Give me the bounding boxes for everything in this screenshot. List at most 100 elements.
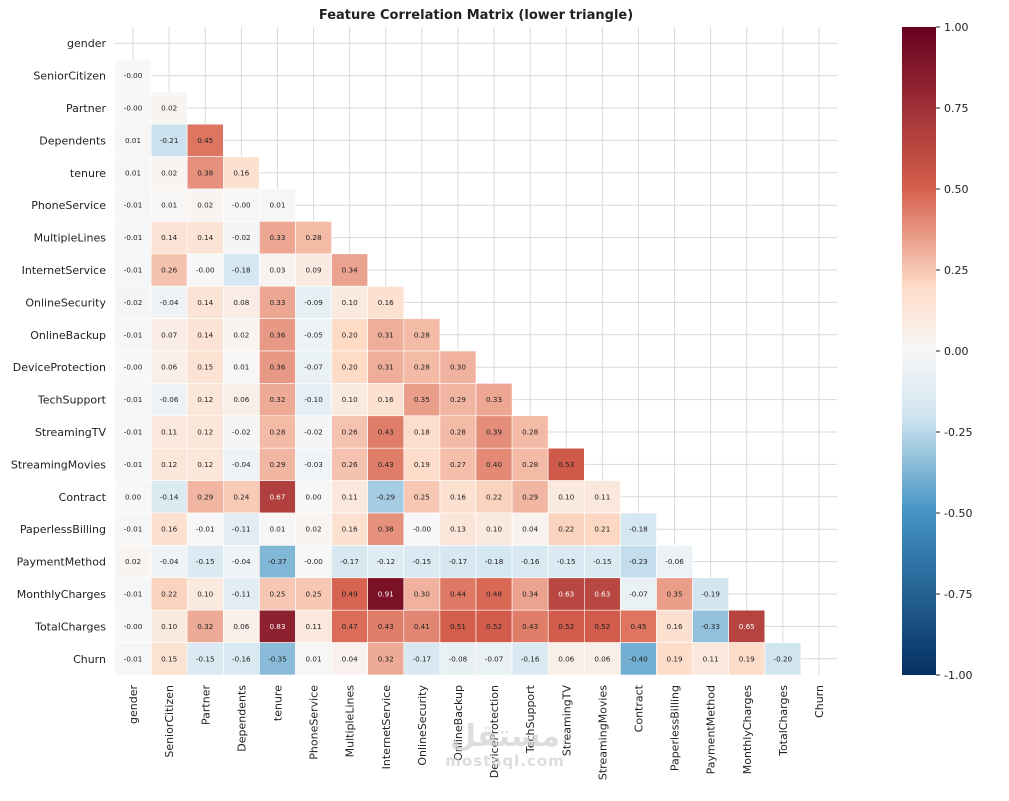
heatmap-cell [331,318,369,352]
heatmap-cell [259,415,296,449]
cell-value-label: 0.31 [378,330,394,339]
cell-value-label: 0.01 [161,201,177,210]
heatmap-cell [223,188,260,222]
cell-value-label: 0.28 [414,363,430,372]
heatmap-cell [186,512,224,546]
heatmap-cell [367,609,405,643]
heatmap-cell [259,512,296,546]
heatmap-cell [259,318,296,352]
x-tick-label: Churn [813,685,826,718]
cell-value-label: -0.02 [304,428,323,437]
cell-value-label: -0.00 [413,525,432,534]
cell-value-label: -0.16 [521,654,540,663]
chart-title: Feature Correlation Matrix (lower triang… [318,8,634,23]
cell-value-label: 0.35 [414,395,430,404]
heatmap-cell [475,383,513,417]
cell-value-label: 0.16 [161,525,177,534]
x-tick-label: InternetService [380,685,393,770]
heatmap-cell [114,59,152,93]
cell-value-label: -0.00 [124,104,143,113]
heatmap-cell [547,447,585,481]
cell-value-label: -0.15 [413,557,432,566]
heatmap-cell [186,383,224,417]
cell-value-label: -0.16 [521,557,540,566]
cell-value-label: 0.10 [342,395,358,404]
heatmap-cell [259,221,296,255]
cell-value-label: -0.18 [629,525,648,534]
heatmap-cell [114,156,152,190]
heatmap-cell [223,545,260,579]
cell-value-label: 0.03 [269,266,285,275]
cell-value-label: 0.15 [197,363,213,372]
heatmap-cell [620,642,657,676]
cell-value-label: 0.91 [378,590,394,599]
heatmap-cell [331,545,369,579]
cell-value-label: -0.15 [196,557,215,566]
heatmap-cell [511,447,549,481]
x-tick-label: StreamingMovies [596,685,609,780]
cell-value-label: 0.43 [522,622,538,631]
cell-value-label: -0.15 [196,654,215,663]
heatmap-cell [114,318,152,352]
heatmap-cell [475,545,513,579]
x-tick-label: tenure [271,685,284,721]
y-tick-label: MultipleLines [34,232,107,245]
x-tick-label: gender [127,685,140,724]
cell-value-label: 0.09 [306,266,322,275]
y-tick-label: InternetService [22,264,107,277]
heatmap-cell [150,350,188,384]
cell-value-label: 0.51 [450,622,466,631]
cell-value-label: 0.06 [594,654,610,663]
heatmap-cell [223,609,260,643]
y-tick-label: Partner [66,102,106,115]
cell-value-label: 0.06 [161,363,177,372]
heatmap-cell [511,609,549,643]
cell-value-label: -0.18 [485,557,504,566]
x-tick-label: MonthlyCharges [741,685,754,775]
heatmap-cell [331,285,369,319]
cell-value-label: 0.02 [197,201,213,210]
heatmap-cell [114,609,152,643]
heatmap-cell [150,512,188,546]
y-tick-label: PaperlessBilling [20,523,106,536]
cell-value-label: 0.06 [233,395,249,404]
heatmap-cells: -0.00 -0.00 0.02 0.01 -0.21 0.45 0.01 0.02 0.38 0… [114,59,802,676]
heatmap-cell [186,609,224,643]
heatmap-cell [150,642,188,676]
cell-value-label: 0.34 [342,266,358,275]
x-tick-label: SeniorCitizen [163,685,176,758]
heatmap-cell [475,609,513,643]
heatmap-cell [403,577,441,611]
cell-value-label: -0.10 [304,395,323,404]
heatmap-cell [692,577,729,611]
heatmap-cell [511,545,549,579]
y-tick-label: OnlineBackup [30,329,106,342]
heatmap-cell [114,188,152,222]
cell-value-label: 0.15 [161,654,177,663]
cell-value-label: -0.01 [124,330,143,339]
cell-value-label: -0.17 [340,557,359,566]
cell-value-label: -0.04 [232,460,251,469]
heatmap-cell [331,642,369,676]
y-tick-label: gender [67,37,106,50]
heatmap-cell [295,609,332,643]
heatmap-cell [295,318,332,352]
x-tick-label: StreamingTV [560,685,573,757]
cell-value-label: 0.21 [594,525,610,534]
cell-value-label: 0.19 [414,460,430,469]
heatmap-cell [403,545,441,579]
cell-value-label: 0.20 [342,363,358,372]
cell-value-label: -0.01 [124,233,143,242]
heatmap-cell [114,480,152,514]
y-tick-label: Contract [59,491,107,504]
cell-value-label: 0.25 [414,492,430,501]
cell-value-label: 0.48 [486,590,502,599]
cell-value-label: 0.04 [342,654,358,663]
heatmap-cell [403,350,441,384]
cell-value-label: 0.20 [342,330,358,339]
y-tick-label: PaymentMethod [17,556,106,569]
heatmap-cell [186,545,224,579]
cell-value-label: 0.26 [342,428,358,437]
cell-value-label: 0.32 [197,622,213,631]
